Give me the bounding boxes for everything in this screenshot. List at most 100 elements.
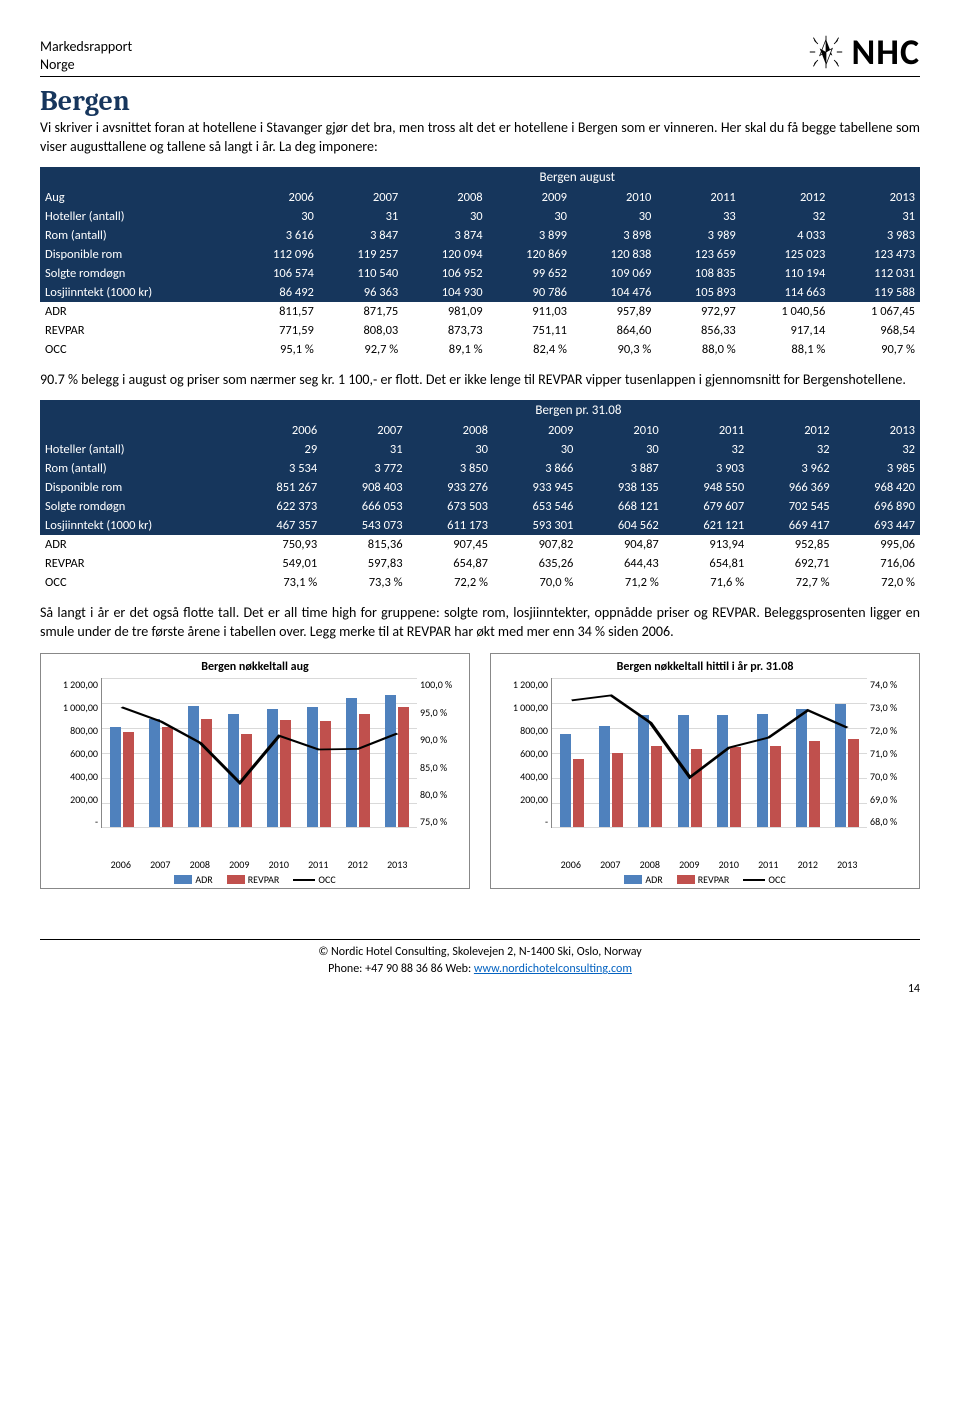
table-cell: 611 173 [408,516,493,535]
table-cell: 32 [835,440,920,459]
table-cell: 593 301 [493,516,578,535]
table-cell: 30 [408,440,493,459]
table-row: OCC73,1 %73,3 %72,2 %70,0 %71,2 %71,6 %7… [40,573,920,592]
table-row: Hoteller (antall)3031303030333231 [40,207,920,226]
table-cell: 29 [237,440,322,459]
legend-occ: OCC [743,873,785,886]
table-cell: 72,2 % [408,573,493,592]
table-cell: 3 534 [237,459,322,478]
table-cell: 938 135 [578,478,663,497]
table-cell: 33 [656,207,740,226]
table-cell: 668 121 [578,497,663,516]
y-tick: 400,00 [49,770,98,783]
chart-title: Bergen nøkkeltall hittil i år pr. 31.08 [499,660,911,674]
year-header: 2013 [830,188,920,207]
table-cell: 692,71 [749,554,834,573]
table-cell: 808,03 [319,321,403,340]
table-cell: 666 053 [322,497,407,516]
table-cell: 32 [664,440,749,459]
year-header: 2010 [578,421,663,440]
table-cell: 109 069 [572,264,656,283]
table-cell: 3 866 [493,459,578,478]
table-cell: 119 257 [319,245,403,264]
x-tick: 2010 [259,858,299,871]
table-cell: 90,7 % [830,340,920,359]
table-cell: 120 094 [403,245,487,264]
plot-area [551,678,867,828]
table-row: ADR750,93815,36907,45907,82904,87913,949… [40,535,920,554]
table-cell: 913,94 [664,535,749,554]
table-cell: 972,97 [656,302,740,321]
table-cell: 104 930 [403,283,487,302]
table-cell: 30 [572,207,656,226]
x-tick: 2013 [828,858,868,871]
year-header: 2007 [319,188,403,207]
table-cell: 3 962 [749,459,834,478]
table-cell: 88,1 % [741,340,831,359]
page-number: 14 [40,982,920,996]
table-cell: 654,87 [408,554,493,573]
table-cell: 95,1 % [235,340,319,359]
year-header: 2013 [835,421,920,440]
table-cell: 4 033 [741,226,831,245]
table-cell: 31 [830,207,920,226]
table-cell: 32 [749,440,834,459]
table-cell: 811,57 [235,302,319,321]
header-line2: Norge [40,56,132,74]
y2-tick: 90,0 % [420,733,461,746]
table-cell: 92,7 % [319,340,403,359]
charts-row: Bergen nøkkeltall aug 1 200,001 000,00800… [40,653,920,889]
table-cell: 3 874 [403,226,487,245]
table-cell: 125 023 [741,245,831,264]
table-cell: 968,54 [830,321,920,340]
y-axis-left: 1 200,001 000,00800,00600,00400,00200,00… [499,678,551,828]
table-cell: 31 [319,207,403,226]
chart-legend: ADRREVPAROCC [49,873,461,886]
footer-link[interactable]: www.nordichotelconsulting.com [474,962,632,976]
table-cell: 3 887 [578,459,663,478]
x-tick: 2009 [220,858,260,871]
legend-revpar: REVPAR [677,873,730,886]
x-tick: 2012 [788,858,828,871]
year-header: 2009 [488,188,572,207]
table-cell: 3 847 [319,226,403,245]
table-cell: 966 369 [749,478,834,497]
footer: © Nordic Hotel Consulting, Skolevejen 2,… [40,939,920,978]
table-cell: 96 363 [319,283,403,302]
table-cell: 108 835 [656,264,740,283]
table-cell: 32 [741,207,831,226]
mid-paragraph: 90.7 % belegg i august og priser som nær… [40,371,920,390]
table-cell: 3 850 [408,459,493,478]
year-header: 2012 [749,421,834,440]
table-row: Losjiinntekt (1000 kr)467 357543 073611 … [40,516,920,535]
table-cell: 933 945 [493,478,578,497]
table-cell: 1 040,56 [741,302,831,321]
y2-tick: 85,0 % [420,761,461,774]
x-tick: 2010 [709,858,749,871]
occ-line [552,678,867,827]
year-header: 2008 [403,188,487,207]
chart-title: Bergen nøkkeltall aug [49,660,461,674]
footer-phone: Phone: +47 90 88 36 86 Web: [328,962,474,976]
x-axis: 20062007200820092010201120122013 [551,858,867,871]
table-cell: 119 588 [830,283,920,302]
table-cell: 120 869 [488,245,572,264]
year-header: 2011 [664,421,749,440]
y-tick: 200,00 [499,793,548,806]
year-header: 2007 [322,421,407,440]
y-tick: 200,00 [49,793,98,806]
table-row: REVPAR549,01597,83654,87635,26644,43654,… [40,554,920,573]
table-cell: 702 545 [749,497,834,516]
x-tick: 2006 [101,858,141,871]
x-tick: 2013 [378,858,418,871]
y-axis-right: 74,0 %73,0 %72,0 %71,0 %70,0 %69,0 %68,0… [867,678,911,828]
logo-text: NHC [852,30,920,74]
table-row: Rom (antall)3 6163 8473 8743 8993 8983 9… [40,226,920,245]
table-cell: 31 [322,440,407,459]
table-cell: 751,11 [488,321,572,340]
table-cell: 622 373 [237,497,322,516]
year-header: 2006 [235,188,319,207]
footer-line2: Phone: +47 90 88 36 86 Web: www.nordicho… [40,961,920,978]
table-cell: 90,3 % [572,340,656,359]
y-tick: 600,00 [499,747,548,760]
